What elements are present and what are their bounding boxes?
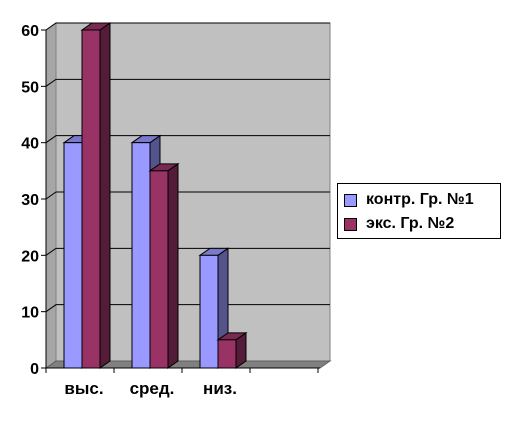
- bar-front-2-1: [81, 29, 101, 369]
- legend-swatch-series-1: [344, 193, 357, 207]
- gridlines: [45, 22, 330, 313]
- gridline-40: [45, 135, 330, 144]
- y-tick-label-60: 60: [21, 23, 39, 40]
- x-tick-label-1: выс.: [64, 379, 103, 398]
- bars: [62, 22, 248, 369]
- legend: контр. Гр. №1 экс. Гр. №2: [337, 183, 501, 239]
- gridline-50: [45, 78, 330, 87]
- legend-swatch-series-2: [344, 217, 357, 231]
- y-tick-label-0: 0: [30, 361, 39, 378]
- y-tick-label-10: 10: [21, 305, 39, 322]
- x-tick-label-2: сред.: [130, 379, 175, 398]
- bar-2-2: [148, 162, 180, 369]
- bar-2-3: [216, 331, 248, 369]
- bar-2-1: [80, 22, 112, 369]
- gridline-10: [45, 304, 330, 313]
- bar-side-2-2: [167, 162, 179, 369]
- bar-front-1-2: [131, 142, 151, 369]
- y-tick-label-50: 50: [21, 79, 39, 96]
- y-tick-label-30: 30: [21, 192, 39, 209]
- bar-front-1-3: [199, 254, 219, 369]
- x-tick-labels: выс. сред. низ.: [64, 379, 237, 398]
- y-tick-labels: 0 10 20 30 40 50 60: [21, 23, 39, 378]
- gridline-20: [45, 247, 330, 256]
- bar-front-2-2: [149, 170, 169, 369]
- legend-item-series-1: контр. Гр. №1: [344, 190, 474, 210]
- x-tick-label-3: низ.: [203, 379, 237, 398]
- gridline-60: [45, 22, 330, 31]
- legend-item-series-2: экс. Гр. №2: [344, 214, 454, 234]
- legend-label-series-1: контр. Гр. №1: [366, 191, 474, 208]
- bar-side-2-1: [99, 22, 111, 369]
- legend-label-series-2: экс. Гр. №2: [366, 215, 455, 232]
- y-tick-label-20: 20: [21, 248, 39, 265]
- bar-front-2-3: [217, 339, 237, 369]
- gridline-30: [45, 191, 330, 200]
- bar-front-1-1: [63, 142, 83, 369]
- y-tick-label-40: 40: [21, 136, 39, 153]
